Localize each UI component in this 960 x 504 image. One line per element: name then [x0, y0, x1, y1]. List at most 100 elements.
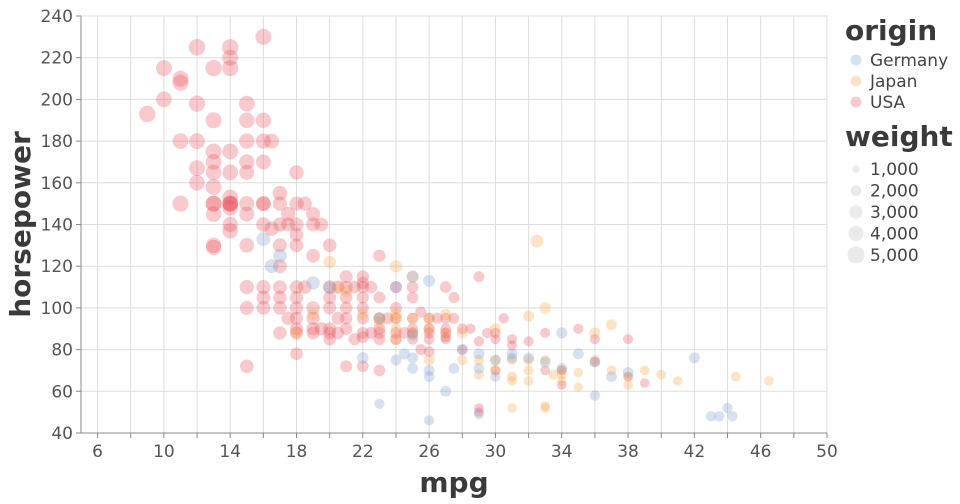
data-point-japan	[606, 319, 617, 331]
data-point-germany	[688, 352, 700, 364]
data-point-usa	[222, 195, 239, 212]
data-point-usa	[365, 326, 378, 339]
data-point-germany	[423, 364, 435, 376]
size-legend-label: 4,000	[870, 225, 919, 245]
data-point-usa	[306, 207, 321, 222]
data-point-usa	[289, 217, 304, 232]
data-point-usa	[590, 357, 600, 367]
data-point-germany	[490, 371, 501, 382]
data-point-usa	[323, 301, 337, 315]
data-point-japan	[390, 323, 402, 335]
data-point-usa	[306, 301, 320, 315]
data-point-usa	[540, 365, 551, 376]
data-point-japan	[357, 308, 369, 321]
data-point-usa	[323, 280, 337, 294]
data-point-usa	[356, 280, 369, 294]
data-point-germany	[256, 232, 271, 247]
data-point-germany	[407, 352, 419, 364]
data-point-usa	[289, 301, 304, 315]
data-point-japan	[730, 371, 741, 382]
x-tick-label: 6	[92, 442, 103, 462]
data-point-usa	[255, 154, 271, 170]
data-point-usa	[289, 311, 304, 325]
data-point-usa	[205, 154, 222, 170]
size-legend-title: weight	[845, 120, 953, 153]
data-point-japan	[390, 308, 402, 321]
data-point-usa	[373, 249, 386, 262]
data-point-japan	[473, 369, 484, 380]
y-axis-title: horsepower	[4, 131, 37, 318]
y-tick-label: 80	[51, 341, 73, 361]
data-points	[139, 28, 774, 426]
data-point-usa	[289, 165, 304, 180]
x-tick-label: 22	[352, 442, 374, 462]
data-point-germany	[705, 411, 717, 422]
data-point-japan	[589, 327, 601, 339]
data-point-germany	[423, 274, 436, 287]
data-point-germany	[390, 354, 402, 366]
data-point-germany	[323, 280, 337, 294]
data-point-usa	[473, 336, 485, 347]
data-point-usa	[356, 331, 369, 344]
data-point-germany	[556, 327, 568, 339]
data-point-usa	[323, 326, 337, 340]
data-point-usa	[340, 360, 353, 373]
data-point-germany	[456, 344, 468, 356]
data-point-japan	[390, 312, 402, 324]
data-point-germany	[373, 312, 386, 325]
data-point-germany	[714, 411, 725, 422]
data-point-usa	[440, 334, 451, 345]
data-point-usa	[540, 327, 551, 338]
data-point-japan	[389, 260, 403, 273]
data-point-usa	[323, 290, 337, 305]
data-point-usa	[297, 196, 312, 211]
data-point-japan	[639, 365, 650, 376]
data-point-usa	[289, 290, 304, 305]
legend-label-usa: USA	[870, 93, 906, 113]
data-point-usa	[623, 334, 634, 345]
data-point-germany	[390, 281, 402, 294]
data-point-japan	[457, 354, 468, 366]
data-point-germany	[589, 390, 601, 401]
data-point-japan	[556, 376, 567, 386]
legend-swatch-usa	[850, 96, 862, 108]
data-point-japan	[407, 312, 419, 324]
data-point-usa	[440, 323, 452, 335]
data-point-usa	[239, 112, 255, 129]
data-point-usa	[239, 133, 255, 149]
data-point-usa	[407, 333, 419, 345]
data-point-usa	[373, 333, 386, 346]
data-point-usa	[222, 216, 238, 233]
data-point-usa	[281, 311, 295, 325]
data-point-japan	[573, 367, 584, 378]
data-point-usa	[172, 70, 189, 87]
data-point-usa	[256, 196, 271, 212]
data-point-usa	[423, 346, 435, 358]
data-point-usa	[256, 290, 271, 305]
data-point-usa	[222, 223, 238, 239]
data-point-usa	[256, 196, 271, 211]
data-point-usa	[205, 143, 222, 160]
data-point-usa	[322, 238, 337, 253]
data-point-japan	[548, 369, 559, 380]
data-point-japan	[407, 327, 419, 339]
data-point-germany	[506, 348, 518, 360]
x-tick-label: 14	[219, 442, 241, 462]
data-point-usa	[239, 154, 255, 170]
data-point-usa	[188, 95, 206, 112]
y-tick-label: 120	[41, 257, 73, 277]
data-point-japan	[473, 354, 485, 366]
data-point-japan	[530, 234, 544, 248]
data-point-japan	[490, 354, 501, 366]
data-point-usa	[373, 312, 386, 325]
data-point-usa	[339, 270, 353, 284]
data-point-usa	[172, 133, 189, 150]
data-point-japan	[556, 369, 567, 380]
data-point-usa	[482, 327, 493, 339]
data-point-usa	[356, 326, 369, 339]
data-point-usa	[339, 280, 353, 294]
data-point-usa	[306, 217, 321, 232]
data-point-usa	[289, 322, 304, 336]
data-point-japan	[539, 302, 551, 314]
